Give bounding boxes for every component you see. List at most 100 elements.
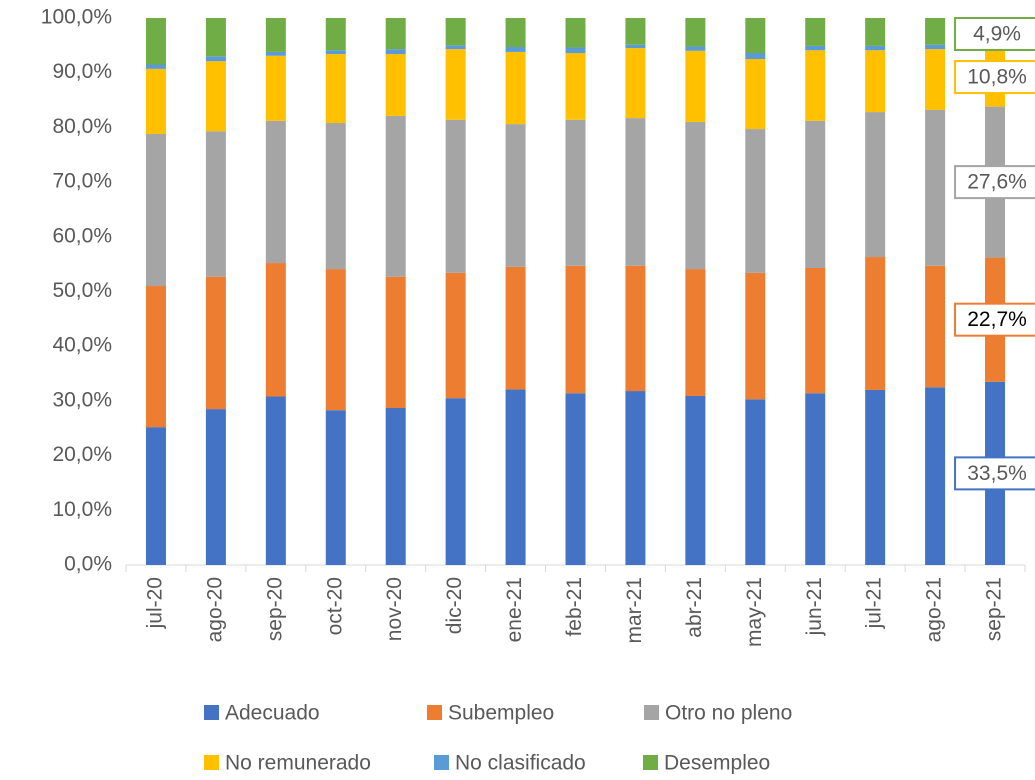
y-tick-label: 100,0% [41, 6, 112, 29]
x-tick-label: jul-21 [863, 577, 886, 629]
bar-segment [685, 121, 706, 270]
bar-segment [325, 410, 346, 565]
y-tick-label: 40,0% [52, 334, 112, 357]
bar-segment [805, 393, 826, 565]
bar-segment [865, 45, 886, 51]
data-label-box [954, 302, 1035, 337]
bar-segment [205, 18, 226, 57]
bar-segment [745, 18, 766, 54]
bar-segment [925, 387, 946, 565]
x-tick-label: dic-20 [443, 577, 466, 634]
legend-swatch [204, 705, 219, 720]
bar-segment [685, 18, 706, 47]
data-label: 4,9% [973, 23, 1021, 46]
x-tick-label: ene-21 [503, 577, 526, 642]
legend-label: Desempleo [664, 752, 770, 775]
y-tick-label: 20,0% [52, 443, 112, 466]
bar-segment [565, 265, 586, 394]
bar-segment [445, 18, 466, 46]
data-label-box [954, 17, 1035, 51]
bar-segment [625, 18, 646, 45]
y-tick-label: 80,0% [52, 115, 112, 138]
x-tick-label: abr-21 [683, 577, 706, 638]
x-tick-label: may-21 [743, 577, 766, 647]
x-tick-label: jul-20 [144, 577, 167, 629]
bar-segment [925, 265, 946, 388]
data-label-box [954, 60, 1035, 95]
bar-segment [385, 115, 406, 277]
bar-segment [685, 46, 706, 51]
bar-segment [625, 44, 646, 49]
bar-segment [865, 389, 886, 565]
bar-segment [385, 408, 406, 565]
data-label: 33,5% [967, 462, 1027, 485]
bar-segment [325, 269, 346, 411]
bar-segment [865, 257, 886, 390]
bar-segment [205, 409, 226, 565]
bar-segment [445, 119, 466, 273]
bar-segment [325, 18, 346, 51]
bar-segment [205, 61, 226, 132]
bar-segment [325, 54, 346, 124]
bar-segment [805, 45, 826, 51]
bar-segment [745, 272, 766, 400]
bar-segment [385, 54, 406, 116]
bar-segment [805, 267, 826, 394]
y-tick-label: 60,0% [52, 224, 112, 247]
bar-segment [865, 18, 886, 46]
bar-segment [565, 393, 586, 565]
bar-segment [925, 49, 946, 110]
bar-segment [745, 59, 766, 130]
x-tick-label: feb-21 [563, 577, 586, 637]
bar-segment [145, 18, 166, 65]
bar-segment [265, 51, 286, 56]
bar-segment [385, 276, 406, 409]
bar-segment [445, 49, 466, 120]
bar-segment [805, 120, 826, 268]
bar-segment [505, 51, 526, 125]
legend-label: Adecuado [225, 702, 320, 725]
bar-segment [625, 118, 646, 266]
bar-segment [445, 272, 466, 399]
bar-segment [325, 123, 346, 270]
legend-swatch [204, 755, 219, 770]
y-tick-label: 30,0% [52, 388, 112, 411]
legend-swatch [643, 755, 658, 770]
legend-label: Otro no pleno [665, 702, 792, 725]
bar-segment [205, 131, 226, 277]
bar-segment [385, 18, 406, 50]
data-label: 10,8% [967, 66, 1027, 89]
bar-segment [805, 18, 826, 46]
x-tick-label: ago-20 [203, 577, 226, 642]
bar-segment [685, 50, 706, 122]
bar-segment [625, 391, 646, 565]
y-tick-label: 90,0% [52, 60, 112, 83]
bar-segment [925, 18, 946, 45]
bar-segment [685, 395, 706, 565]
bar-segment [265, 396, 286, 565]
bar-segment [505, 18, 526, 47]
bar-segment [685, 269, 706, 396]
bar-segment [745, 129, 766, 273]
bar-segment [145, 64, 166, 69]
x-tick-label: jun-21 [803, 577, 826, 636]
bar-segment [505, 389, 526, 565]
bar-segment [505, 266, 526, 390]
bar-segment [865, 50, 886, 113]
bar-segment [145, 286, 166, 428]
bar-segment [625, 48, 646, 119]
data-label: 22,7% [967, 308, 1027, 331]
bar-segment [265, 55, 286, 121]
data-label: 27,6% [967, 171, 1027, 194]
bar-segment [145, 68, 166, 134]
x-tick-label: oct-20 [323, 577, 346, 635]
y-tick-label: 10,0% [52, 498, 112, 521]
legend-swatch [427, 705, 442, 720]
x-tick-label: ago-21 [923, 577, 946, 642]
data-label-box [954, 165, 1035, 200]
y-tick-label: 0,0% [64, 553, 112, 576]
y-tick-label: 70,0% [52, 170, 112, 193]
x-tick-label: sep-21 [983, 577, 1006, 641]
bar-segment [265, 18, 286, 52]
